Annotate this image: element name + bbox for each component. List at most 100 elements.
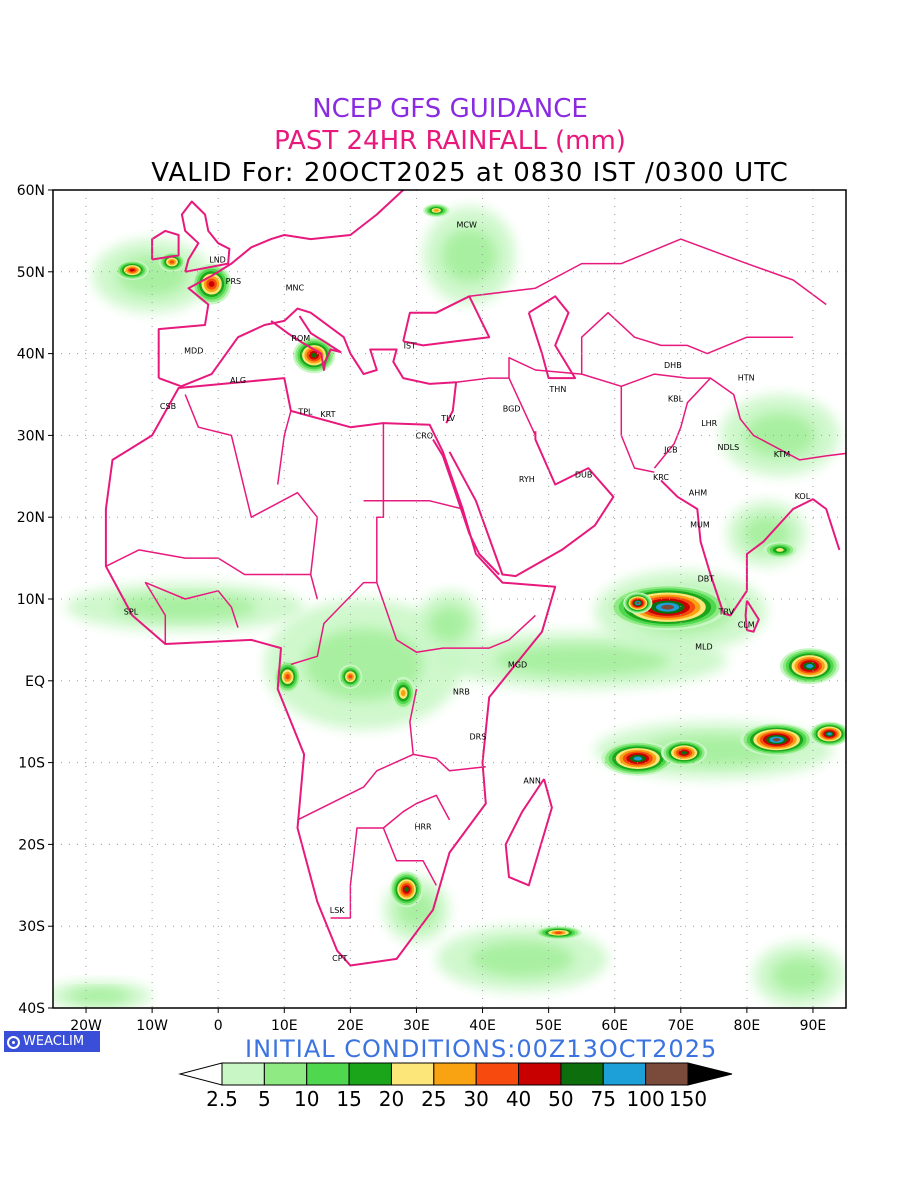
city-label-htn: HTN — [738, 373, 755, 382]
coastline-segment — [448, 431, 615, 578]
legend-label: 5 — [258, 1087, 271, 1111]
legend-min-arrow — [178, 1062, 223, 1086]
city-label-mum: MUM — [690, 521, 710, 530]
coastline-layer — [104, 190, 846, 967]
city-label-csb: CSB — [160, 402, 176, 411]
light-rain-core — [304, 628, 424, 701]
legend-label: 20 — [379, 1087, 404, 1111]
lat-tick-label: 30S — [18, 919, 45, 935]
rain-cell — [285, 673, 290, 680]
city-label-mcw: MCW — [456, 220, 476, 229]
border-segment — [276, 410, 292, 485]
rain-cell — [129, 268, 135, 272]
city-label-drs: DRS — [470, 732, 487, 741]
city-label-thn: THN — [548, 385, 566, 394]
city-label-mgd: MGD — [508, 660, 527, 669]
lat-tick-label: 40N — [17, 347, 45, 363]
lon-tick-label: 20E — [337, 1018, 364, 1034]
legend-box — [221, 1062, 265, 1086]
lat-tick-label: EQ — [25, 674, 45, 690]
city-label-mnc: MNC — [286, 283, 305, 292]
border-segment — [330, 827, 384, 919]
city-label-krt: KRT — [320, 410, 335, 419]
light-rain-core — [441, 228, 498, 283]
title-model: NCEP GFS GUIDANCE — [312, 94, 588, 124]
lat-tick-label: 30N — [17, 428, 45, 444]
border-segment — [363, 500, 463, 510]
coastline-segment — [158, 307, 458, 424]
city-label-dub: DUB — [575, 471, 593, 480]
lon-tick-label: 40E — [469, 1018, 496, 1034]
city-label-lsk: LSK — [330, 906, 346, 915]
city-label-nrb: NRB — [453, 687, 470, 696]
axis-ticks: 20W 10W 0 10E 20E 30E 40E 50E 60E 70E 80E 90E 60N 50N… — [17, 183, 827, 1034]
lon-tick-label: 0 — [214, 1018, 223, 1034]
lon-tick-label: 30E — [403, 1018, 430, 1034]
coastline-segment — [157, 190, 404, 379]
border-segment — [144, 581, 239, 644]
coastline-segment — [432, 438, 500, 576]
border-segment — [580, 311, 794, 375]
coastline-segment — [402, 295, 491, 347]
border-segment — [710, 377, 846, 461]
rain-cell — [169, 260, 175, 264]
coastline-segment — [180, 200, 231, 273]
legend-box — [602, 1062, 647, 1086]
rain-cell — [433, 209, 439, 212]
rain-cell — [208, 281, 215, 288]
city-label-bgd: BGD — [503, 404, 521, 413]
rain-cell — [772, 737, 781, 742]
legend-label: 150 — [669, 1087, 707, 1111]
light-rain-core — [494, 644, 669, 677]
weaclim-logo: WEACLIM — [4, 1031, 100, 1052]
coastline-segment — [744, 600, 760, 633]
legend-label: 15 — [336, 1087, 361, 1111]
title-valid-time: VALID For: 20OCT2025 at 0830 IST /0300 U… — [151, 158, 789, 188]
rain-cell — [400, 689, 406, 697]
city-labels: MCW LND PRS MNC MDD ROM IST ALG CSB TPL KRT TLV CRO B… — [124, 220, 811, 963]
city-label-spl: SPL — [124, 607, 139, 616]
rain-cell — [404, 887, 409, 892]
light-rain-core — [771, 957, 828, 994]
coastline-segment — [504, 778, 553, 887]
graticule — [53, 190, 846, 1008]
lat-tick-label: 10S — [18, 756, 45, 772]
legend-box — [518, 1062, 562, 1086]
border-segment — [508, 356, 655, 473]
legend-max-arrow — [687, 1062, 733, 1086]
rain-cell — [806, 663, 814, 669]
legend-box — [348, 1062, 392, 1086]
title-parameter: PAST 24HR RAINFALL (mm) — [274, 126, 626, 156]
city-label-kbl: KBL — [668, 395, 684, 404]
city-label-ahm: AHM — [689, 489, 707, 498]
coastline-segment — [270, 315, 342, 371]
lat-tick-label: 60N — [17, 183, 45, 199]
logo-circle-icon — [7, 1036, 20, 1049]
coastline-segment — [151, 229, 180, 261]
city-label-prs: PRS — [226, 277, 241, 286]
rain-cell — [776, 548, 784, 552]
lat-tick-label: 50N — [17, 265, 45, 281]
lon-tick-label: 10W — [136, 1018, 168, 1034]
city-label-tpl: TPL — [297, 408, 313, 417]
light-rain-core — [67, 987, 131, 1004]
city-label-mdd: MDD — [184, 346, 203, 355]
border-segment — [105, 549, 311, 576]
color-legend: 2.5 5 10 15 20 25 30 40 50 75 100 150 — [178, 1062, 733, 1111]
rain-cell — [661, 604, 674, 610]
city-label-tlv: TLV — [440, 414, 455, 423]
border-segment — [184, 394, 319, 600]
rain-cell — [348, 674, 353, 679]
legend-label: 50 — [548, 1087, 573, 1111]
city-label-rom: ROM — [291, 334, 310, 343]
city-label-ryh: RYH — [519, 475, 535, 484]
legend-label: 10 — [294, 1087, 319, 1111]
lat-tick-label: 40S — [18, 1001, 45, 1017]
city-label-jcb: JCB — [663, 445, 677, 454]
rain-cell — [827, 732, 832, 736]
rain-cell — [311, 352, 317, 358]
city-label-cro: CRO — [416, 431, 433, 440]
border-segment — [621, 373, 712, 469]
rain-cell — [633, 756, 643, 761]
